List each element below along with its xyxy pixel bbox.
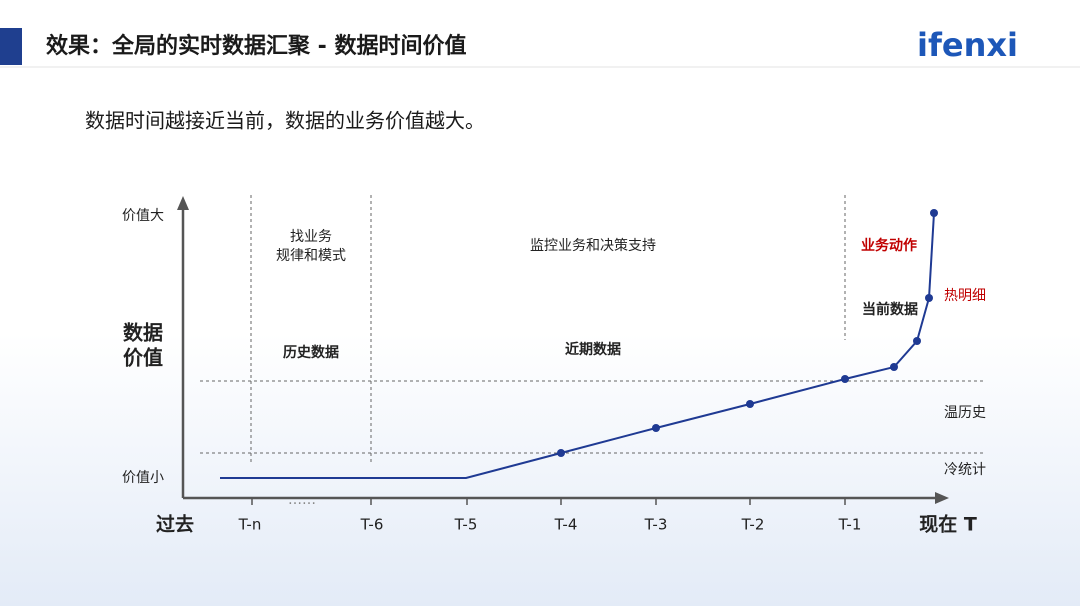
region-label: 历史数据 [283, 344, 339, 361]
y-top-label: 价值大 [122, 208, 164, 224]
logo: ifenxi [917, 26, 1018, 64]
point [841, 375, 849, 383]
region-label: 规律和模式 [276, 248, 346, 264]
x-ticks [251, 498, 846, 505]
x-label: T-1 [838, 516, 862, 534]
point [557, 449, 565, 457]
point [925, 294, 933, 302]
y-arrow [177, 196, 189, 210]
y-axis-title: 数据 [123, 321, 163, 345]
point [930, 209, 938, 217]
region-label: 当前数据 [862, 301, 918, 318]
x-label: T-6 [360, 516, 384, 534]
point [890, 363, 898, 371]
y-axis-title: 价值 [123, 346, 163, 370]
x-end-label: 现在 T [919, 513, 977, 536]
header-bar [0, 28, 22, 65]
value-curve [220, 212, 935, 479]
x-label: T-2 [741, 516, 765, 534]
curve-points [557, 209, 938, 457]
x-label: T-5 [454, 516, 478, 534]
region-label: 业务动作 [861, 237, 917, 254]
point [652, 424, 660, 432]
tier-label: 冷统计 [944, 462, 986, 478]
ellipsis: …… [288, 492, 316, 508]
x-arrow [935, 492, 949, 504]
title: 效果：全局的实时数据汇聚 - 数据时间价值 [46, 33, 466, 59]
tier-label: 热明细 [944, 288, 986, 304]
x-start-label: 过去 [156, 513, 194, 536]
x-label: T-3 [644, 516, 668, 534]
guides [200, 195, 985, 465]
y-bottom-label: 价值小 [122, 470, 164, 486]
region-label: 近期数据 [565, 341, 621, 358]
x-label: T-n [238, 516, 262, 534]
region-label: 找业务 [290, 229, 332, 245]
region-label: 监控业务和决策支持 [530, 237, 656, 254]
x-label: T-4 [554, 516, 578, 534]
tier-label: 温历史 [944, 405, 986, 421]
point [746, 400, 754, 408]
subtitle: 数据时间越接近当前，数据的业务价值越大。 [85, 109, 485, 133]
point [913, 337, 921, 345]
